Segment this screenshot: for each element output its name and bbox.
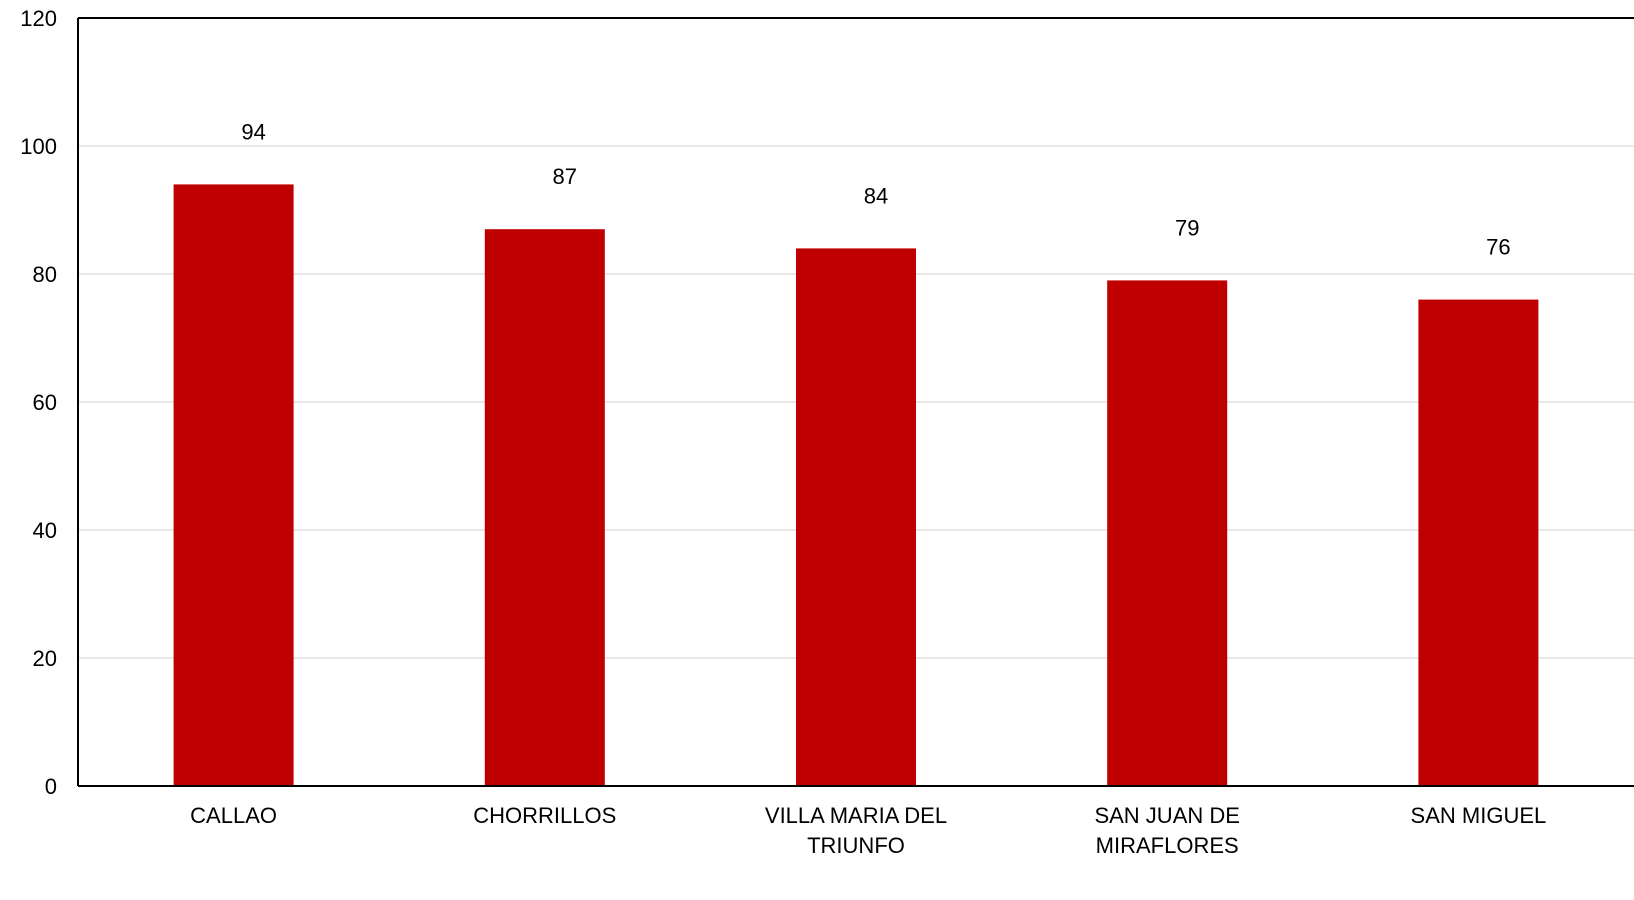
x-tick-label: MIRAFLORES — [1096, 833, 1239, 858]
data-label: 87 — [553, 164, 577, 189]
bar — [1418, 299, 1539, 786]
data-label: 84 — [864, 183, 888, 208]
x-tick-label: VILLA MARIA DEL — [765, 803, 947, 828]
y-tick-label: 120 — [20, 6, 57, 31]
y-tick-label: 0 — [45, 774, 57, 799]
x-tick-label: SAN MIGUEL — [1411, 803, 1547, 828]
x-tick-label: SAN JUAN DE — [1094, 803, 1239, 828]
y-tick-label: 20 — [33, 646, 57, 671]
x-tick-label: CHORRILLOS — [473, 803, 616, 828]
axes — [77, 17, 1634, 787]
data-label: 94 — [241, 119, 265, 144]
y-tick-label: 40 — [33, 518, 57, 543]
x-tick-label: TRIUNFO — [807, 833, 905, 858]
labels: 0 20 40 60 80 100 120 94 CALLAO 87 CHORRILLOS 84 VIL… — [20, 6, 1546, 858]
bar — [484, 229, 605, 786]
bar — [173, 184, 294, 786]
x-tick-label: CALLAO — [190, 803, 277, 828]
data-label: 79 — [1175, 215, 1199, 240]
bar — [796, 248, 916, 786]
bar — [1107, 280, 1228, 786]
y-tick-label: 100 — [20, 134, 57, 159]
y-tick-label: 60 — [33, 390, 57, 415]
data-label: 76 — [1486, 235, 1510, 260]
bars — [173, 184, 1539, 786]
y-tick-label: 80 — [33, 262, 57, 287]
